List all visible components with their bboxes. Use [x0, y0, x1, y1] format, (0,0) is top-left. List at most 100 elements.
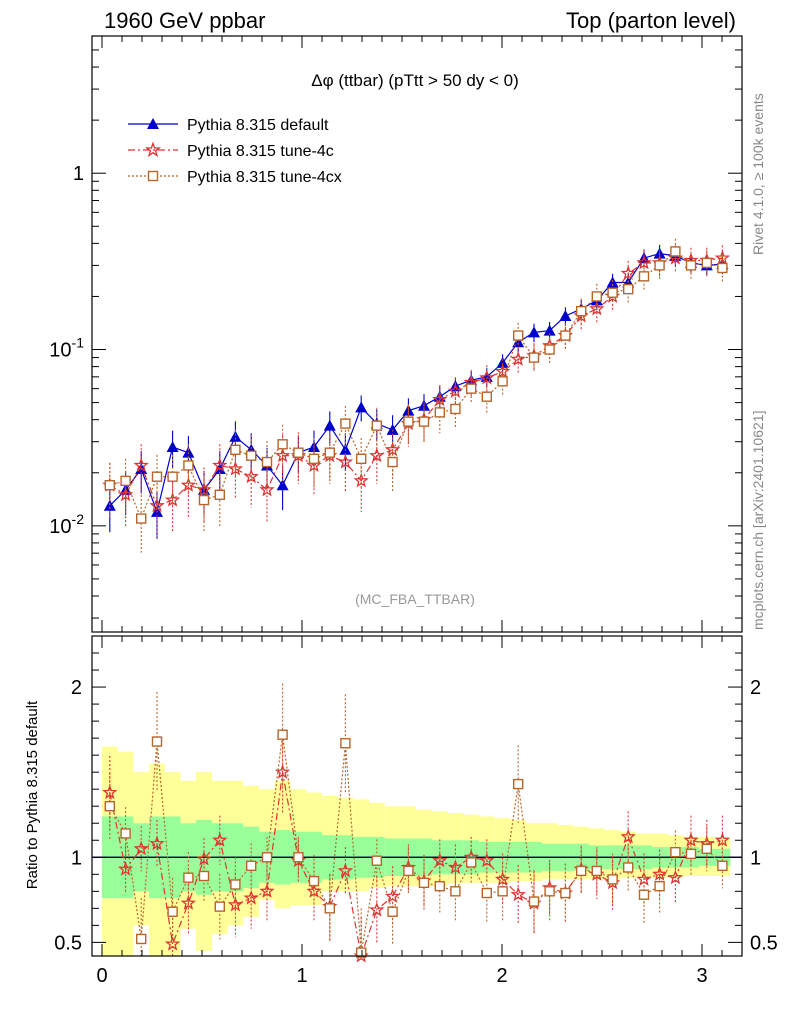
ratio-point	[623, 862, 634, 873]
ratio-point	[196, 850, 212, 866]
ratio-point	[497, 886, 508, 897]
ratio-point	[560, 887, 571, 899]
data-point	[387, 456, 398, 468]
ratio-point	[479, 852, 495, 868]
ratio-point	[214, 901, 226, 912]
legend-marker-default	[147, 118, 159, 129]
ratio-y-tick-label: 1	[71, 847, 82, 869]
data-point	[355, 401, 368, 413]
data-point	[245, 450, 257, 461]
y-tick-label: 1	[73, 163, 84, 185]
ratio-point	[528, 896, 540, 907]
series-1	[102, 245, 731, 540]
ratio-line	[109, 734, 723, 953]
y-tick-label-exponent: -2	[72, 511, 85, 527]
data-point	[164, 492, 181, 507]
ratio-point	[450, 886, 461, 897]
data-point	[324, 447, 335, 458]
ratio-point	[670, 846, 681, 858]
ratio-point	[620, 828, 636, 844]
y-tick-label-base: 10	[49, 340, 71, 362]
data-point	[434, 407, 445, 418]
x-tick-label: 2	[496, 965, 507, 987]
legend-item-tune4cx: Pythia 8.315 tune-4cx	[128, 169, 342, 186]
data-point	[180, 477, 197, 492]
data-point	[167, 471, 178, 482]
ratio-bands	[92, 746, 742, 956]
ratio-axes: 0 1 2 3 0.5 0.5 1 1 2 2	[54, 635, 778, 987]
data-point	[337, 454, 354, 469]
legend-item-tune4c: Pythia 8.315 tune-4c	[128, 141, 334, 160]
ratio-y-tick-label-right: 0.5	[750, 932, 778, 954]
series-line	[109, 252, 723, 514]
data-point	[654, 260, 665, 271]
ratio-point	[212, 832, 228, 847]
ratio-point	[198, 870, 210, 882]
process-label: Top (parton level)	[566, 8, 736, 33]
data-point	[151, 471, 163, 482]
data-point	[229, 430, 242, 442]
ratio-y-tick-label: 2	[71, 677, 82, 699]
ratio-point	[403, 865, 414, 877]
legend-label-tune4cx: Pythia 8.315 tune-4cx	[187, 169, 342, 186]
main-frame	[91, 35, 743, 633]
collision-label: 1960 GeV ppbar	[104, 8, 265, 33]
data-point	[340, 418, 351, 429]
legend-label-tune4c: Pythia 8.315 tune-4c	[187, 143, 334, 160]
legend-item-default: Pythia 8.315 default	[128, 117, 329, 134]
ratio-y-tick-label-right: 2	[750, 677, 761, 699]
data-point	[432, 391, 448, 407]
ratio-point	[337, 862, 354, 878]
data-point	[120, 475, 131, 487]
data-point	[481, 391, 492, 402]
data-point	[403, 416, 414, 427]
ratio-point	[133, 840, 149, 856]
ratio-point	[667, 869, 684, 885]
ratio-y-tick-label-right: 1	[750, 847, 761, 869]
ratio-point	[513, 778, 524, 790]
y-tick-label-base: 10	[49, 516, 71, 538]
ratio-point	[261, 852, 273, 863]
ratio-point	[356, 947, 367, 958]
data-point	[544, 344, 555, 355]
ratio-point	[324, 903, 335, 914]
data-point	[104, 480, 116, 491]
chart-title: Δφ (ttbar) (pTtt > 50 dy < 0)	[311, 71, 519, 90]
legend-label-default: Pythia 8.315 default	[187, 117, 329, 134]
ratio-point	[418, 877, 430, 889]
ratio-point	[434, 881, 445, 892]
ratio-ylabel: Ratio to Pythia 8.315 default	[24, 700, 41, 889]
data-point	[384, 441, 401, 457]
data-point	[135, 513, 147, 524]
ratio-point	[180, 895, 197, 910]
data-point	[607, 287, 618, 298]
y-tick-label: 10-1	[49, 335, 84, 362]
data-point	[261, 456, 273, 468]
x-tick-label: 0	[96, 965, 107, 987]
data-point	[685, 260, 697, 271]
ratio-point	[340, 738, 351, 749]
ratio-point	[714, 832, 731, 847]
data-point	[386, 423, 399, 435]
ratio-point	[481, 887, 492, 899]
data-point	[620, 265, 636, 280]
ratio-point	[466, 857, 477, 868]
ratio-point	[683, 832, 699, 847]
x-tick-label: 3	[696, 965, 707, 987]
data-point	[717, 262, 728, 274]
series-line	[109, 257, 723, 507]
series-0	[103, 244, 729, 539]
data-point	[259, 481, 275, 497]
ratio-frame	[91, 635, 743, 957]
data-point	[638, 271, 650, 282]
data-point	[212, 457, 228, 472]
data-point	[623, 283, 634, 295]
data-point	[576, 305, 587, 317]
ratio-point	[387, 906, 398, 917]
ratio-point	[245, 860, 257, 871]
data-point	[183, 460, 194, 471]
data-point	[670, 246, 681, 257]
ratio-point	[104, 801, 116, 812]
ratio-point	[447, 859, 464, 874]
data-point	[182, 446, 195, 458]
